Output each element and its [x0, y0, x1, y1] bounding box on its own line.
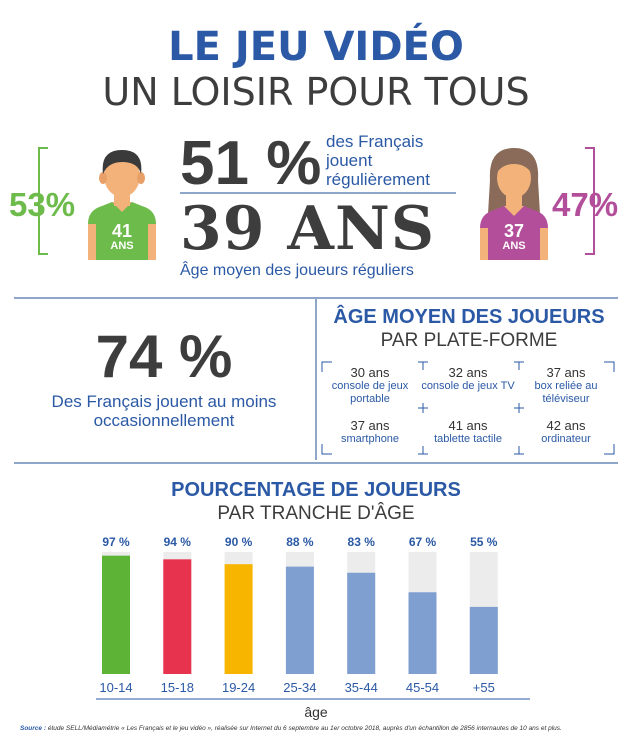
platforms-grid-marks [321, 361, 615, 455]
regular-players-text: des Français jouent régulièrement [326, 132, 430, 189]
average-age-value: 39 ANS [180, 194, 436, 264]
bar-35-44 [347, 572, 376, 674]
x-tick-label: 19-24 [222, 680, 255, 695]
bar-value-label: 67 % [409, 535, 437, 549]
platform-label: smartphone [340, 433, 400, 445]
platform-item: 41 ans tablette tactile [420, 418, 516, 446]
bar-value-label: 90 % [225, 535, 253, 549]
bar-15-18 [163, 559, 192, 674]
woman-icon [480, 148, 548, 260]
main-subtitle: UN LOISIR POUR TOUS [102, 70, 530, 114]
stats-divider [180, 192, 456, 194]
average-age-text: Âge moyen des joueurs réguliers [180, 262, 414, 279]
bar-value-label: 94 % [164, 535, 192, 549]
x-tick-label: 10-14 [99, 680, 132, 695]
platform-item: 37 ans smartphone [322, 418, 418, 446]
women-bracket [585, 147, 595, 255]
bar-45-54 [408, 592, 437, 674]
platform-label: box reliée au téléviseur [534, 380, 598, 405]
x-tick-label: 35-44 [345, 680, 378, 695]
bar-value-label: 97 % [102, 535, 130, 549]
men-bracket [38, 147, 48, 255]
x-tick-label: +55 [473, 680, 495, 695]
occasional-players-percent: 74 % [95, 323, 233, 390]
section-divider-vertical [315, 298, 317, 460]
platform-label: tablette tactile [434, 433, 502, 445]
man-icon [88, 150, 156, 260]
men-age-unit: ANS [110, 240, 134, 252]
x-tick-label: 45-54 [406, 680, 439, 695]
platform-label: ordinateur [541, 433, 591, 445]
platform-age: 41 ans [448, 418, 488, 433]
platform-label: console de jeux portable [331, 380, 409, 405]
source-text: étude SELL/Médiamétrie « Les Français et… [47, 725, 562, 732]
women-percent: 47% [552, 186, 619, 223]
platform-age: 37 ans [546, 365, 586, 380]
x-tick-label: 15-18 [161, 680, 194, 695]
platform-label: console de jeux TV [421, 380, 515, 392]
women-age: 37 ANS [494, 222, 534, 252]
chart-title: POURCENTAGE DE JOUEURS [171, 479, 461, 501]
section-divider-bottom [14, 462, 618, 464]
chart-subtitle: PAR TRANCHE D'ÂGE [217, 503, 415, 524]
bar-10-14 [102, 555, 130, 674]
bar-value-label: 83 % [348, 535, 376, 549]
men-percent: 53% [9, 186, 76, 223]
bar-value-label: 88 % [286, 535, 314, 549]
platforms-subtitle: PAR PLATE-FORME [380, 330, 558, 351]
platform-age: 32 ans [448, 365, 488, 380]
bar-19-24 [224, 564, 253, 674]
bar-value-label: 55 % [470, 535, 498, 549]
bar-+55 [469, 606, 498, 674]
men-age: 41 ANS [102, 222, 142, 252]
x-tick-label: 25-34 [283, 680, 316, 695]
women-age-value: 37 [503, 221, 525, 241]
bar-25-34 [285, 566, 314, 674]
age-bar-chart: 97 % 10-14 94 % 15-18 90 % 19-24 88 % 25-34 83 %… [96, 535, 530, 720]
source-note: Source : étude SELL/Médiamétrie « Les Fr… [20, 725, 620, 732]
platform-item: 42 ans ordinateur [518, 418, 614, 446]
men-age-value: 41 [111, 221, 133, 241]
x-axis-title: âge [304, 704, 328, 720]
platform-age: 37 ans [350, 418, 390, 433]
regular-players-percent: 51 % [180, 129, 322, 198]
platform-item: 37 ans box reliée au téléviseur [518, 365, 614, 406]
platform-item: 30 ans console de jeux portable [322, 365, 418, 406]
women-age-unit: ANS [502, 240, 526, 252]
source-label: Source : [20, 725, 47, 732]
platforms-title: ÂGE MOYEN DES JOUEURS [333, 306, 605, 328]
platform-item: 32 ans console de jeux TV [420, 365, 516, 393]
occasional-players-text: Des Français jouent au moins occasionnel… [51, 392, 277, 430]
main-title: LE JEU VIDÉO [168, 24, 464, 70]
platform-age: 42 ans [546, 418, 586, 433]
platform-age: 30 ans [350, 365, 390, 380]
